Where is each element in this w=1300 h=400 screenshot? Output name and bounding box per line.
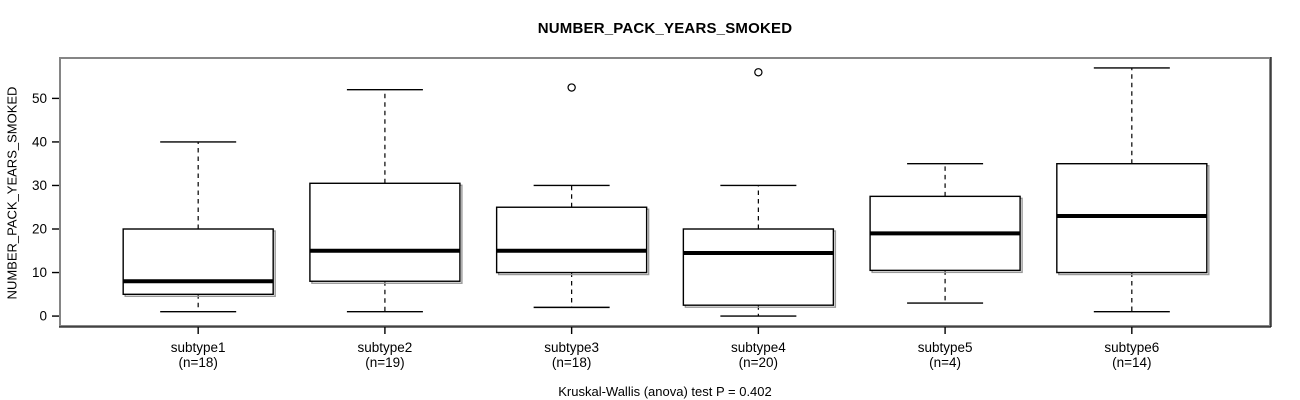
x-tick-label-n: (n=20) <box>739 355 778 370</box>
outlier-point <box>567 83 576 92</box>
x-tick-label-n: (n=18) <box>178 355 217 370</box>
outlier-point <box>754 68 763 77</box>
chart-title: NUMBER_PACK_YEARS_SMOKED <box>537 20 793 37</box>
iqr-box <box>682 228 835 306</box>
y-tick-label: 40 <box>32 134 47 149</box>
stat-test-caption: Kruskal-Wallis (anova) test P = 0.402 <box>558 384 772 399</box>
x-tick-label-subtype: subtype2 <box>358 340 413 355</box>
x-tick-label-n: (n=14) <box>1112 355 1151 370</box>
y-tick-label: 10 <box>32 265 47 280</box>
x-tick-label-n: (n=4) <box>929 355 961 370</box>
x-tick-label-subtype: subtype3 <box>544 340 599 355</box>
iqr-box <box>1056 163 1208 274</box>
x-tick-label-subtype: subtype1 <box>171 340 226 355</box>
y-tick-label: 0 <box>39 309 47 324</box>
y-tick-label: 50 <box>32 91 47 106</box>
x-tick-label-subtype: subtype4 <box>731 340 786 355</box>
x-tick-label-n: (n=19) <box>365 355 404 370</box>
plot-frame <box>59 57 1271 327</box>
y-tick-label: 30 <box>32 178 47 193</box>
iqr-box <box>122 228 274 296</box>
x-tick-label-n: (n=18) <box>552 355 591 370</box>
x-tick-label-subtype: subtype5 <box>918 340 973 355</box>
y-tick-label: 20 <box>32 222 47 237</box>
iqr-box <box>495 206 648 274</box>
x-tick-label-subtype: subtype6 <box>1104 340 1159 355</box>
iqr-box <box>309 182 461 282</box>
